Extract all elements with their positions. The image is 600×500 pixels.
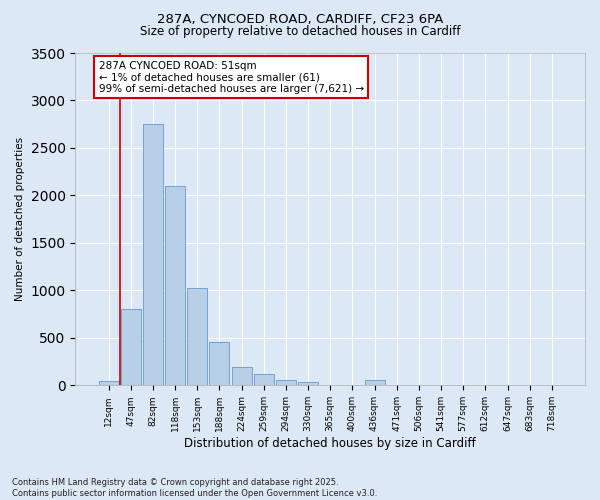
Text: 287A, CYNCOED ROAD, CARDIFF, CF23 6PA: 287A, CYNCOED ROAD, CARDIFF, CF23 6PA <box>157 12 443 26</box>
Bar <box>232 367 251 386</box>
X-axis label: Distribution of detached houses by size in Cardiff: Distribution of detached houses by size … <box>184 437 476 450</box>
Bar <box>254 374 274 386</box>
Bar <box>187 288 207 386</box>
Text: Contains HM Land Registry data © Crown copyright and database right 2025.
Contai: Contains HM Land Registry data © Crown c… <box>12 478 377 498</box>
Bar <box>143 124 163 386</box>
Bar <box>121 310 140 386</box>
Bar <box>165 186 185 386</box>
Bar <box>209 342 229 386</box>
Text: 287A CYNCOED ROAD: 51sqm
← 1% of detached houses are smaller (61)
99% of semi-de: 287A CYNCOED ROAD: 51sqm ← 1% of detache… <box>98 60 364 94</box>
Bar <box>365 380 385 386</box>
Y-axis label: Number of detached properties: Number of detached properties <box>15 137 25 301</box>
Bar <box>98 380 119 386</box>
Bar <box>276 380 296 386</box>
Text: Size of property relative to detached houses in Cardiff: Size of property relative to detached ho… <box>140 25 460 38</box>
Bar <box>298 382 318 386</box>
